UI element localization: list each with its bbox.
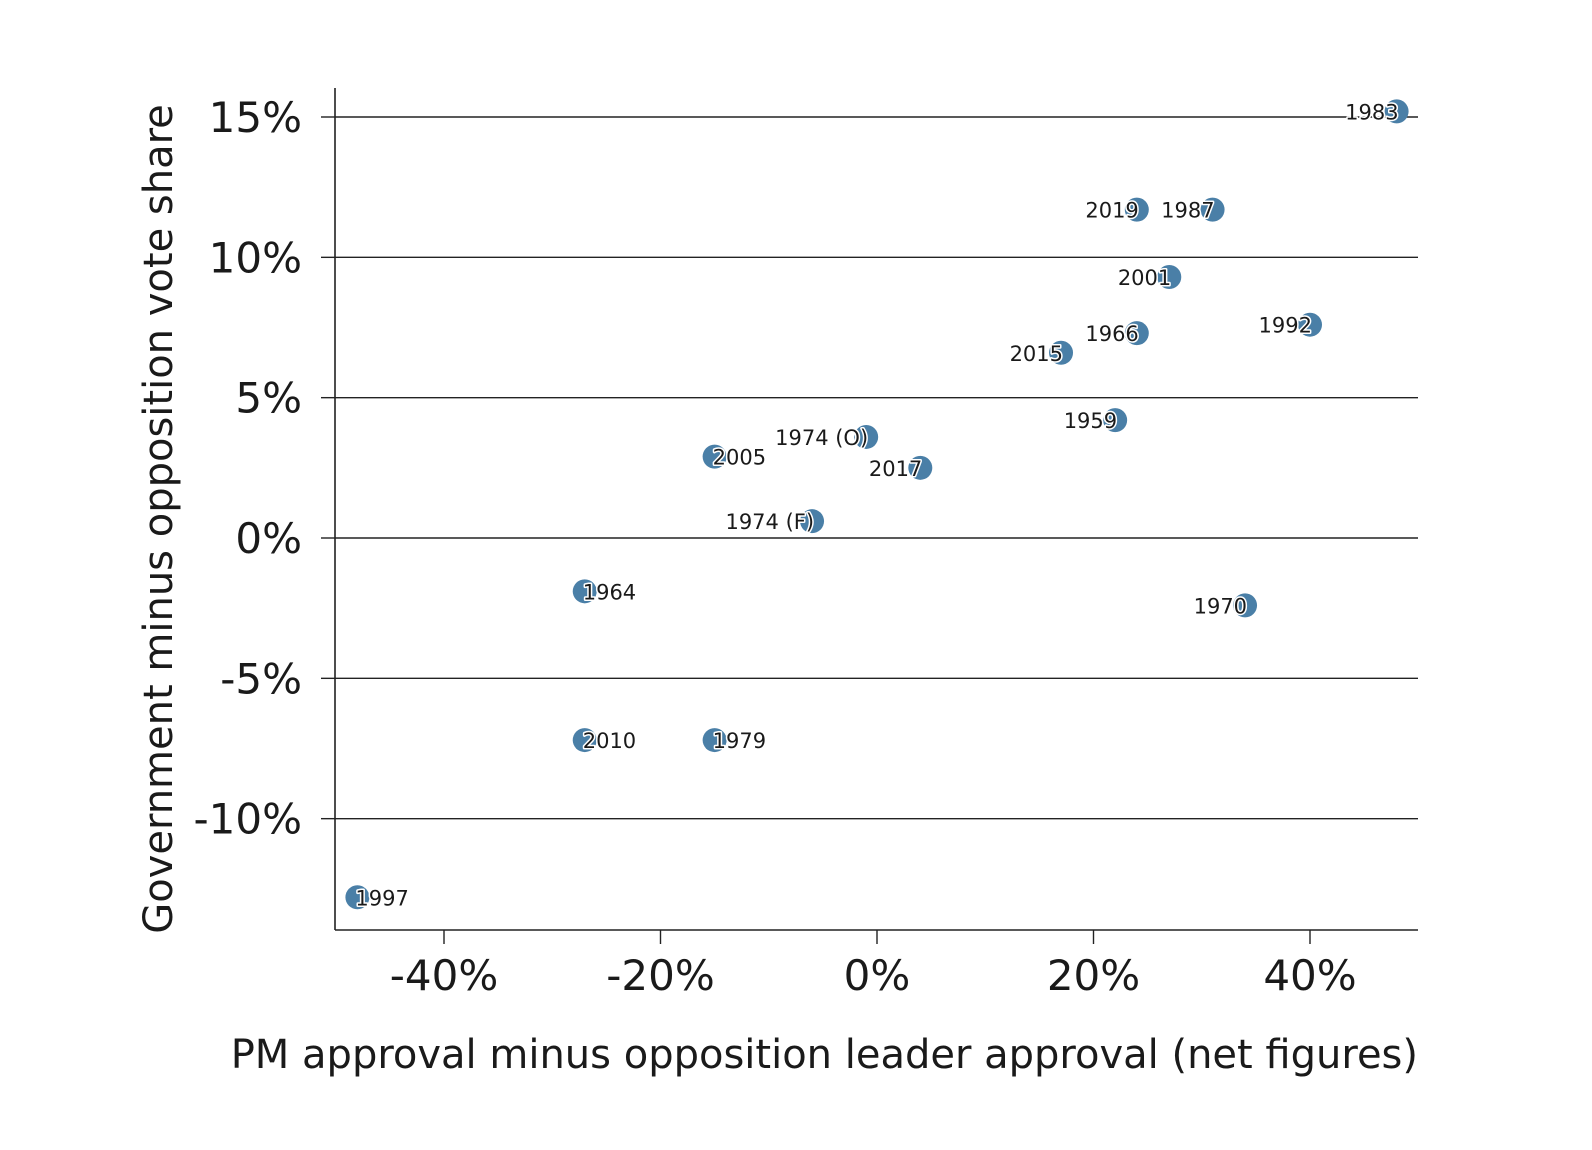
point-label: 1970	[1194, 594, 1247, 618]
y-tick-label: 10%	[209, 233, 302, 282]
point-label: 2005	[713, 446, 766, 470]
point-label: 1997	[355, 886, 408, 910]
data-point	[345, 885, 370, 910]
point-label: 2017	[869, 457, 922, 481]
x-tick-label: 40%	[1263, 951, 1356, 1000]
point-label: 2019	[1085, 199, 1138, 223]
y-axis-title: Government minus opposition vote share	[136, 104, 182, 934]
point-label: 2001	[1118, 266, 1171, 290]
point-label: 1964	[583, 580, 636, 604]
x-tick-label: -20%	[606, 951, 715, 1000]
data-point	[702, 444, 727, 469]
data-point	[702, 728, 727, 753]
y-tick-label: 0%	[235, 514, 302, 563]
data-point	[1103, 408, 1128, 433]
y-tick-label: -10%	[193, 795, 302, 844]
y-tick-label: 5%	[235, 374, 302, 423]
data-point	[1124, 321, 1149, 346]
point-label: 1979	[713, 729, 766, 753]
data-point	[1049, 340, 1074, 365]
data-point	[1157, 264, 1182, 289]
gridlines	[335, 116, 1418, 820]
data-point	[908, 455, 933, 480]
point-label: 1983	[1345, 100, 1398, 124]
data-point	[1298, 312, 1322, 337]
x-tick-label: 20%	[1047, 951, 1140, 1000]
point-label: 1974 (O)	[775, 426, 868, 450]
data-point	[854, 424, 879, 449]
data-point	[572, 728, 597, 753]
point-label: 1974 (F)	[725, 510, 814, 534]
point-label: 1959	[1064, 409, 1117, 433]
data-point	[1233, 593, 1258, 618]
y-tick-label: -5%	[220, 654, 302, 703]
data-point	[800, 509, 825, 534]
y-tick-label: 15%	[209, 93, 302, 142]
x-axis-title: PM approval minus opposition leader appr…	[231, 1032, 1418, 1078]
point-label: 1992	[1259, 314, 1312, 338]
data-point	[572, 579, 597, 604]
data-points: 1983 2019 1987 2001 1992 1966 2015 1959 1974 (O)…	[345, 99, 1409, 912]
point-label: 2010	[583, 729, 636, 753]
point-label: 1987	[1161, 199, 1214, 223]
point-label: 1966	[1085, 322, 1138, 346]
y-axis-ticks: 15% 10% 5% 0% -5% -10%	[193, 93, 335, 844]
x-axis-ticks: -40% -20% 0% 20% 40%	[390, 930, 1357, 1000]
point-label: 2015	[1010, 342, 1063, 366]
data-point	[1384, 99, 1409, 124]
axes	[334, 88, 1418, 931]
x-tick-label: -40%	[390, 951, 499, 1000]
data-point	[1124, 197, 1149, 222]
x-tick-label: 0%	[844, 951, 911, 1000]
data-point	[1200, 197, 1225, 222]
